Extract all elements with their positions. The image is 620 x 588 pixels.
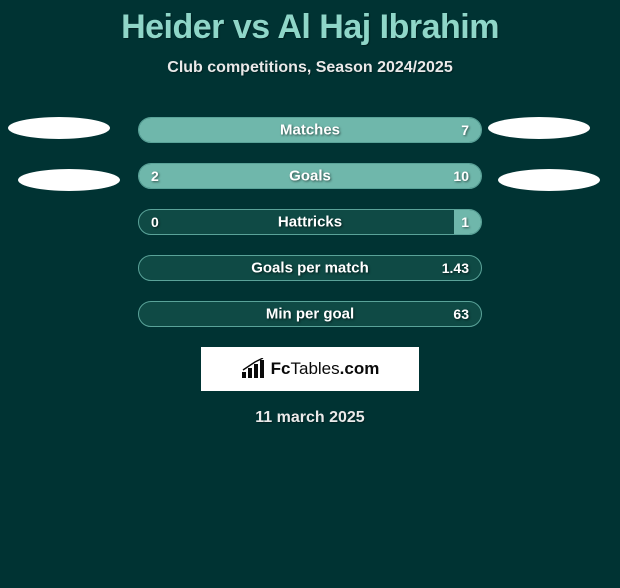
page-title: Heider vs Al Haj Ibrahim bbox=[0, 8, 620, 47]
stat-value-right: 10 bbox=[453, 168, 469, 184]
bar-chart-icon bbox=[241, 358, 265, 380]
stat-label: Matches bbox=[280, 122, 340, 139]
stat-row: Matches 7 bbox=[0, 117, 620, 143]
stat-row: Min per goal 63 bbox=[0, 301, 620, 327]
page-subtitle: Club competitions, Season 2024/2025 bbox=[0, 59, 620, 77]
brand-fc: Fc bbox=[271, 359, 291, 378]
stat-value-left: 0 bbox=[151, 214, 159, 230]
comparison-chart: Matches 7 Goals 2 10 Hattricks 0 1 Goals per mat… bbox=[0, 117, 620, 427]
stat-row: Goals per match 1.43 bbox=[0, 255, 620, 281]
stat-label: Goals bbox=[289, 168, 331, 185]
stat-value-right: 7 bbox=[461, 122, 469, 138]
stat-bar-fill-right bbox=[197, 164, 481, 188]
stat-bar-track: Hattricks 0 1 bbox=[138, 209, 482, 235]
stat-label: Goals per match bbox=[251, 260, 369, 277]
brand-tables: Tables bbox=[291, 359, 340, 378]
date-label: 11 march 2025 bbox=[0, 409, 620, 427]
stat-label: Min per goal bbox=[266, 306, 354, 323]
stat-bar-track: Goals 2 10 bbox=[138, 163, 482, 189]
stat-value-right: 1 bbox=[461, 214, 469, 230]
stat-bar-track: Matches 7 bbox=[138, 117, 482, 143]
brand-logo: FcTables.com bbox=[201, 347, 419, 391]
brand-suffix: .com bbox=[340, 359, 380, 378]
stat-value-left: 2 bbox=[151, 168, 159, 184]
stat-bar-fill-left bbox=[139, 164, 197, 188]
stat-value-right: 63 bbox=[453, 306, 469, 322]
stat-bar-track: Goals per match 1.43 bbox=[138, 255, 482, 281]
stat-label: Hattricks bbox=[278, 214, 342, 231]
stat-row: Goals 2 10 bbox=[0, 163, 620, 189]
brand-text: FcTables.com bbox=[271, 359, 380, 379]
stat-bar-track: Min per goal 63 bbox=[138, 301, 482, 327]
stat-value-right: 1.43 bbox=[442, 260, 469, 276]
stat-row: Hattricks 0 1 bbox=[0, 209, 620, 235]
